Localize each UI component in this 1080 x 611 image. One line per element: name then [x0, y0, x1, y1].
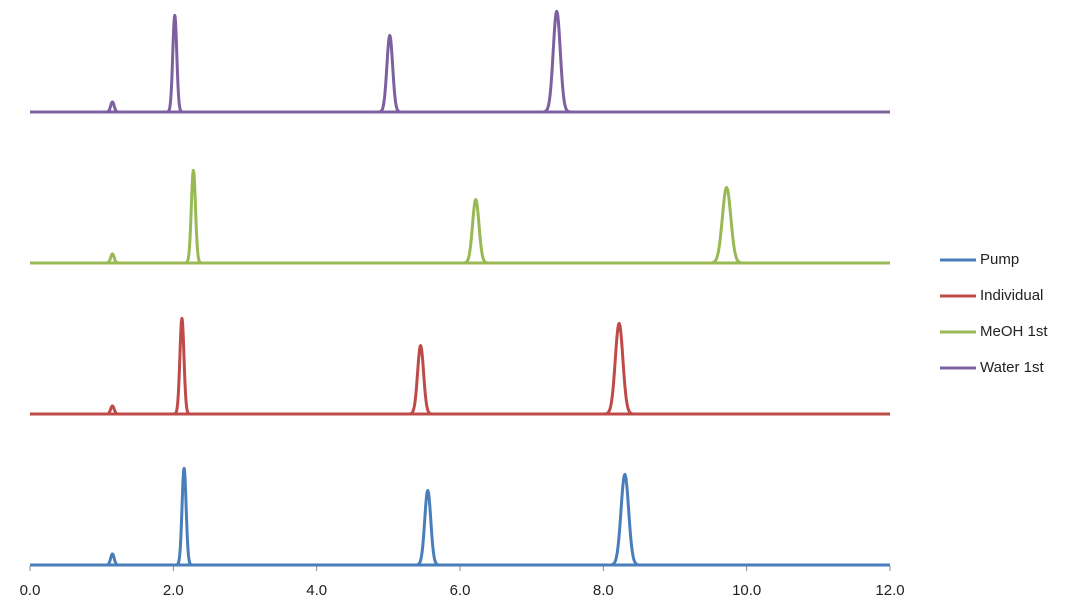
x-tick-label: 8.0: [593, 582, 614, 599]
x-tick-label: 6.0: [450, 582, 471, 599]
legend-label: Pump: [980, 251, 1019, 268]
peak: [374, 33, 406, 114]
peak: [102, 252, 123, 265]
x-tick-label: 0.0: [20, 582, 41, 599]
legend-label: Individual: [980, 287, 1043, 304]
peak: [102, 552, 123, 567]
peak: [170, 316, 194, 416]
x-tick-label: 10.0: [732, 582, 761, 599]
peak: [102, 100, 123, 114]
peak: [102, 404, 123, 416]
peak: [411, 489, 444, 567]
peak: [181, 168, 205, 265]
x-tick-label: 2.0: [163, 582, 184, 599]
peak: [604, 472, 645, 567]
peak: [163, 13, 186, 114]
legend-label: MeOH 1st: [980, 323, 1048, 340]
peak: [458, 198, 493, 265]
peak: [704, 186, 749, 265]
x-tick-label: 12.0: [875, 582, 904, 599]
peak: [599, 321, 639, 416]
legend-label: Water 1st: [980, 359, 1044, 376]
peak: [404, 344, 437, 416]
x-tick-label: 4.0: [306, 582, 327, 599]
peak: [538, 9, 576, 114]
peak: [172, 466, 196, 567]
